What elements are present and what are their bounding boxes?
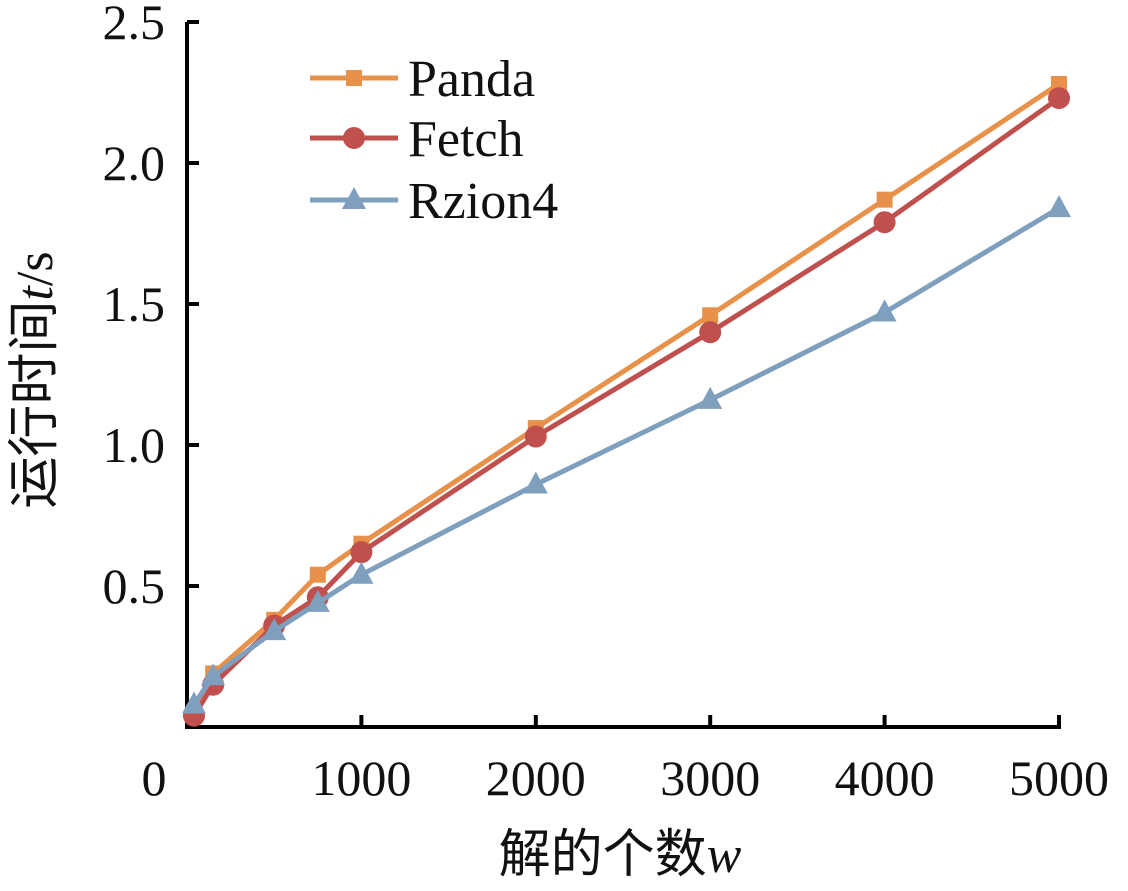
x-tick-label: 3000 [660, 750, 760, 806]
data-point-rzion4 [201, 663, 226, 686]
series-fetch [182, 87, 1070, 727]
series-panda [185, 76, 1067, 721]
legend-marker-rzion4 [342, 187, 366, 209]
series-line-panda [191, 81, 1061, 714]
axes [185, 22, 1061, 729]
legend-entry-panda: Panda [310, 51, 535, 108]
x-axis-title-var: w [707, 827, 742, 884]
data-point-rzion4 [262, 618, 287, 641]
data-point-rzion4 [305, 589, 330, 612]
data-point-fetch [699, 321, 722, 344]
data-point-fetch [873, 211, 896, 234]
x-tick-label: 5000 [1009, 750, 1109, 806]
legend-marker-panda [346, 70, 362, 86]
legend-label-panda: Panda [408, 51, 535, 108]
legend: Panda Fetch Rzion4 [310, 51, 558, 230]
y-tick-label: 2.0 [103, 135, 166, 191]
y-axis-title-text: 运行时间 [5, 301, 65, 509]
y-axis-title-unit: /s [7, 251, 64, 286]
x-axis-title-text: 解的个数 [499, 825, 707, 885]
series-rzion4 [181, 195, 1071, 714]
legend-entry-rzion4: Rzion4 [310, 173, 558, 230]
y-tick-label: 2.5 [103, 0, 166, 50]
data-point-panda [702, 307, 719, 324]
y-tick-label: 1.5 [103, 276, 166, 332]
x-axis-title: 解的个数w [499, 825, 742, 885]
data-point-fetch [1048, 87, 1070, 110]
legend-label-rzion4: Rzion4 [408, 173, 558, 230]
x-tick-label: 2000 [486, 750, 586, 806]
x-tick-label: 1000 [311, 750, 411, 806]
x-tick-label: 0 [142, 750, 167, 806]
series-line-rzion4 [191, 205, 1061, 706]
x-ticks: 0 1000 2000 3000 4000 5000 [142, 715, 1109, 806]
y-tick-label: 1.0 [103, 417, 166, 473]
y-axis-title-var: t [7, 285, 64, 301]
data-point-fetch [524, 425, 547, 448]
legend-entry-fetch: Fetch [310, 111, 524, 168]
data-point-rzion4 [872, 299, 897, 322]
data-point-rzion4 [523, 471, 548, 494]
legend-label-fetch: Fetch [408, 111, 524, 168]
data-point-rzion4 [698, 386, 723, 409]
data-point-panda [876, 191, 893, 208]
series-line-fetch [191, 96, 1061, 718]
y-tick-label: 0.5 [103, 558, 166, 614]
data-point-rzion4 [349, 561, 374, 584]
x-tick-label: 4000 [835, 750, 935, 806]
y-ticks: 0.5 1.0 1.5 2.0 2.5 [103, 0, 199, 614]
data-point-fetch [350, 541, 373, 564]
data-point-rzion4 [1047, 195, 1071, 218]
data-point-rzion4 [181, 691, 206, 714]
series-layer [181, 76, 1071, 727]
y-axis-title: 运行时间t/s [5, 251, 65, 508]
legend-marker-fetch [343, 127, 365, 149]
data-point-panda [309, 566, 326, 583]
